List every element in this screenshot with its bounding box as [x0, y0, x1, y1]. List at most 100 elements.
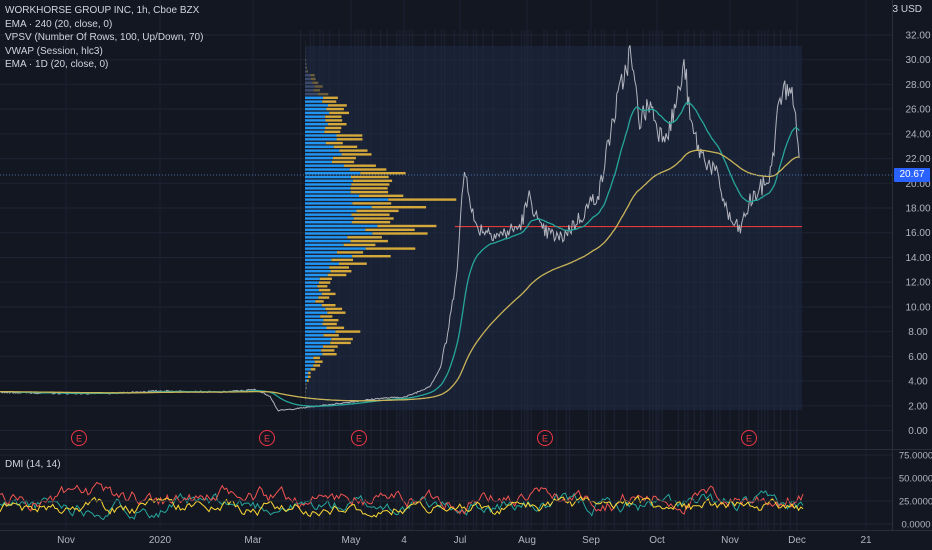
price-tick-label: 22.00: [905, 154, 930, 165]
time-tick-label: 2020: [149, 535, 172, 546]
volume-bar-down: [326, 326, 345, 329]
volume-bar-up: [305, 334, 324, 337]
volume-bar-up: [305, 349, 322, 352]
earnings-marker[interactable]: E: [741, 430, 757, 446]
volume-bar-up: [305, 353, 323, 356]
earnings-marker[interactable]: E: [351, 430, 367, 446]
dmi-tick-label: 50.0000: [899, 474, 932, 485]
earnings-circle: [351, 430, 367, 446]
volume-bar-up: [305, 119, 326, 122]
earnings-circle: [259, 430, 275, 446]
volume-bar-up: [305, 81, 313, 84]
earnings-marker[interactable]: E: [259, 430, 275, 446]
volume-bar-up: [305, 375, 309, 378]
volume-bar-down: [325, 115, 342, 118]
volume-bar-up: [305, 175, 351, 179]
volume-bar-up: [305, 115, 326, 118]
volume-bar-up: [305, 138, 337, 141]
volume-bar-down: [319, 277, 332, 280]
volume-bar-up: [305, 168, 350, 171]
volume-bar-up: [305, 247, 366, 250]
earnings-marker[interactable]: E: [71, 430, 87, 446]
volume-bar-down: [313, 364, 321, 367]
volume-bar-down: [351, 213, 390, 216]
earnings-marker[interactable]: E: [537, 430, 553, 446]
volume-bar-up: [305, 337, 332, 341]
volume-bar-up: [305, 187, 351, 190]
volume-bar-down: [327, 123, 347, 126]
price-axis: 0.00 2.00 4.00 6.00 8.00 10.00 12.00 14.00 16.00…: [899, 31, 932, 531]
volume-bar-up: [305, 89, 314, 92]
volume-bar-up: [305, 160, 332, 164]
volume-bar-down: [344, 164, 376, 167]
volume-bar-down: [310, 77, 316, 81]
price-tick-label: 2.00: [908, 401, 928, 412]
volume-bar-down: [305, 58, 307, 62]
volume-bar-up: [305, 156, 333, 160]
volume-bar-down: [327, 273, 347, 277]
legend-ema-1d[interactable]: EMA · 1D (20, close, 0): [5, 59, 109, 70]
volume-bar-up: [305, 104, 328, 107]
legend-vwap[interactable]: VWAP (Session, hlc3): [5, 45, 103, 57]
volume-bar-down: [353, 217, 394, 220]
volume-bar-up: [305, 236, 348, 239]
volume-bar-down: [339, 149, 368, 152]
volume-bar-up: [305, 62, 306, 66]
adx-line: [0, 495, 804, 518]
volume-profile: [305, 36, 457, 409]
time-tick-label: 4: [401, 535, 407, 546]
dmi-pane-label[interactable]: DMI (14, 14): [5, 459, 61, 470]
volume-bar-up: [305, 277, 320, 280]
volume-bar-down: [325, 141, 343, 145]
volume-bar-down: [332, 160, 355, 164]
earnings-label: E: [542, 434, 548, 444]
volume-bar-down: [322, 353, 337, 356]
volume-bar-down: [351, 221, 391, 224]
volume-bar-down: [372, 232, 428, 235]
volume-bar-down: [347, 236, 382, 239]
volume-bar-up: [305, 390, 306, 394]
volume-bar-down: [335, 330, 361, 333]
volume-bar-down: [339, 262, 367, 265]
volume-bar-down: [322, 322, 337, 326]
volume-bar-down: [310, 368, 316, 371]
price-tick-label: 8.00: [908, 327, 928, 338]
volume-bar-up: [305, 232, 373, 235]
ema-1d-line: [0, 149, 800, 402]
price-series: [0, 45, 800, 412]
volume-bar-down: [330, 341, 351, 345]
volume-bar-up: [305, 92, 318, 96]
volume-bar-up: [305, 304, 322, 307]
volume-bar-up: [305, 330, 336, 333]
volume-bar-down: [337, 251, 364, 254]
volume-bar-up: [305, 345, 323, 348]
volume-bar-down: [350, 187, 388, 190]
volume-bar-up: [305, 77, 311, 81]
legend-symbol[interactable]: WORKHORSE GROUP INC, 1h, Cboe BZX: [5, 5, 200, 16]
volume-bar-down: [371, 206, 427, 209]
volume-bar-up: [305, 198, 389, 201]
volume-bar-up: [305, 206, 372, 209]
dmi-tick-label: 75.0000: [899, 451, 932, 462]
volume-bar-up: [305, 217, 354, 220]
legend-ema-240[interactable]: EMA · 240 (20, close, 0): [5, 18, 113, 30]
volume-bar-down: [333, 156, 356, 160]
volume-bar-up: [305, 255, 353, 258]
price-tick-label: 30.00: [905, 55, 930, 66]
time-tick-label: Jul: [454, 535, 467, 546]
earnings-circle: [71, 430, 87, 446]
volume-bar-down: [351, 175, 389, 179]
volume-bar-up: [305, 228, 366, 231]
volume-bar-up: [305, 270, 331, 273]
volume-bar-up: [305, 379, 307, 382]
volume-bar-down: [322, 100, 337, 103]
volume-bar-up: [305, 243, 344, 247]
volume-bar-up: [305, 292, 322, 296]
volume-bar-down: [331, 258, 353, 262]
volume-bar-up: [305, 202, 353, 205]
earnings-label: E: [746, 434, 752, 444]
currency-label[interactable]: 3 USD: [892, 4, 922, 15]
last-price-tag: 20.67: [894, 168, 930, 182]
legend-vpsv[interactable]: VPSV (Number Of Rows, 100, Up/Down, 70): [5, 32, 204, 43]
